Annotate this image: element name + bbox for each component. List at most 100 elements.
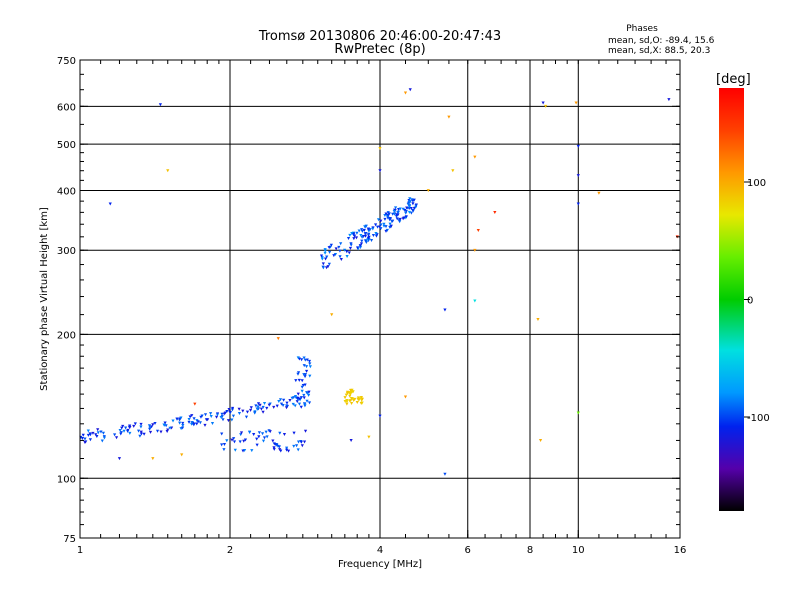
data-point bbox=[344, 393, 348, 397]
data-point bbox=[338, 255, 342, 259]
data-point bbox=[359, 234, 363, 238]
data-point bbox=[323, 248, 327, 252]
data-point bbox=[303, 383, 307, 387]
data-point bbox=[366, 227, 371, 231]
data-point bbox=[257, 435, 261, 439]
data-point bbox=[303, 404, 307, 408]
colorbar-ticks: 100 0 -100 bbox=[744, 178, 770, 424]
data-point bbox=[343, 248, 347, 252]
data-point bbox=[245, 410, 250, 414]
y-tick-label: 75 bbox=[63, 534, 76, 545]
data-point bbox=[305, 399, 309, 403]
data-point bbox=[285, 404, 289, 408]
data-point bbox=[307, 393, 311, 397]
data-point bbox=[350, 232, 354, 236]
data-point bbox=[363, 239, 368, 243]
data-point bbox=[345, 254, 349, 258]
data-point bbox=[376, 218, 381, 222]
data-point bbox=[133, 422, 137, 426]
data-point bbox=[451, 169, 455, 173]
data-point bbox=[339, 258, 343, 262]
data-point bbox=[265, 406, 269, 410]
data-point bbox=[303, 403, 307, 407]
data-point bbox=[226, 419, 231, 423]
data-point bbox=[348, 394, 352, 398]
data-point bbox=[324, 266, 329, 270]
data-point bbox=[348, 246, 353, 250]
data-point bbox=[198, 421, 202, 425]
data-point bbox=[296, 398, 300, 402]
y-tick-label: 750 bbox=[57, 56, 76, 67]
data-point bbox=[304, 369, 309, 373]
x-tick-label: 6 bbox=[465, 545, 471, 556]
data-point bbox=[300, 358, 304, 362]
data-point bbox=[296, 440, 301, 444]
data-point bbox=[374, 223, 378, 227]
data-point bbox=[337, 245, 341, 249]
data-point bbox=[395, 217, 399, 221]
data-point bbox=[414, 204, 418, 208]
colorbar-tick-label: 0 bbox=[747, 296, 753, 307]
data-point bbox=[86, 429, 90, 433]
data-point bbox=[262, 436, 267, 440]
data-point bbox=[181, 423, 185, 427]
data-point bbox=[346, 237, 351, 241]
data-point bbox=[166, 428, 170, 432]
data-point bbox=[355, 246, 360, 250]
data-point bbox=[264, 430, 268, 434]
data-point bbox=[171, 419, 175, 423]
data-point bbox=[409, 211, 413, 215]
y-tick-label: 600 bbox=[57, 102, 76, 113]
data-point bbox=[237, 407, 241, 411]
data-point bbox=[361, 235, 366, 239]
data-point bbox=[476, 229, 480, 233]
data-point bbox=[293, 404, 297, 408]
data-point bbox=[404, 210, 408, 214]
data-point bbox=[327, 262, 331, 266]
x-tick-label: 10 bbox=[572, 545, 585, 556]
data-point bbox=[379, 227, 383, 231]
data-point bbox=[261, 405, 265, 409]
data-point bbox=[148, 430, 153, 434]
data-point bbox=[220, 443, 224, 447]
data-point bbox=[351, 390, 355, 394]
data-point bbox=[296, 448, 300, 452]
data-point bbox=[364, 232, 368, 236]
data-point bbox=[385, 228, 389, 232]
data-point bbox=[256, 405, 260, 409]
x-tick-label: 16 bbox=[674, 545, 687, 556]
data-point bbox=[382, 222, 386, 226]
data-point bbox=[281, 403, 285, 407]
data-point bbox=[339, 242, 343, 246]
data-point bbox=[148, 427, 152, 431]
data-point bbox=[345, 250, 349, 254]
data-point bbox=[378, 146, 382, 150]
data-point bbox=[132, 424, 136, 428]
data-point bbox=[388, 218, 392, 222]
data-point bbox=[360, 239, 364, 243]
data-point bbox=[544, 104, 548, 108]
data-point bbox=[275, 443, 279, 447]
x-tick-label: 8 bbox=[527, 545, 533, 556]
data-points bbox=[79, 88, 679, 476]
data-point bbox=[227, 407, 231, 411]
data-point bbox=[294, 379, 298, 383]
data-point bbox=[411, 208, 415, 212]
data-point bbox=[298, 397, 302, 401]
data-point bbox=[113, 433, 117, 437]
data-point bbox=[233, 448, 237, 452]
data-point bbox=[348, 233, 352, 237]
data-point bbox=[326, 265, 330, 269]
data-point bbox=[408, 88, 412, 92]
data-point bbox=[177, 418, 182, 422]
data-point bbox=[244, 415, 249, 419]
data-point bbox=[179, 416, 183, 420]
data-point bbox=[118, 428, 122, 432]
data-point bbox=[358, 244, 362, 248]
data-point bbox=[237, 411, 242, 415]
data-point bbox=[305, 391, 309, 395]
data-point bbox=[96, 431, 100, 435]
data-point bbox=[296, 396, 300, 400]
data-point bbox=[254, 404, 258, 408]
data-point bbox=[351, 397, 355, 401]
